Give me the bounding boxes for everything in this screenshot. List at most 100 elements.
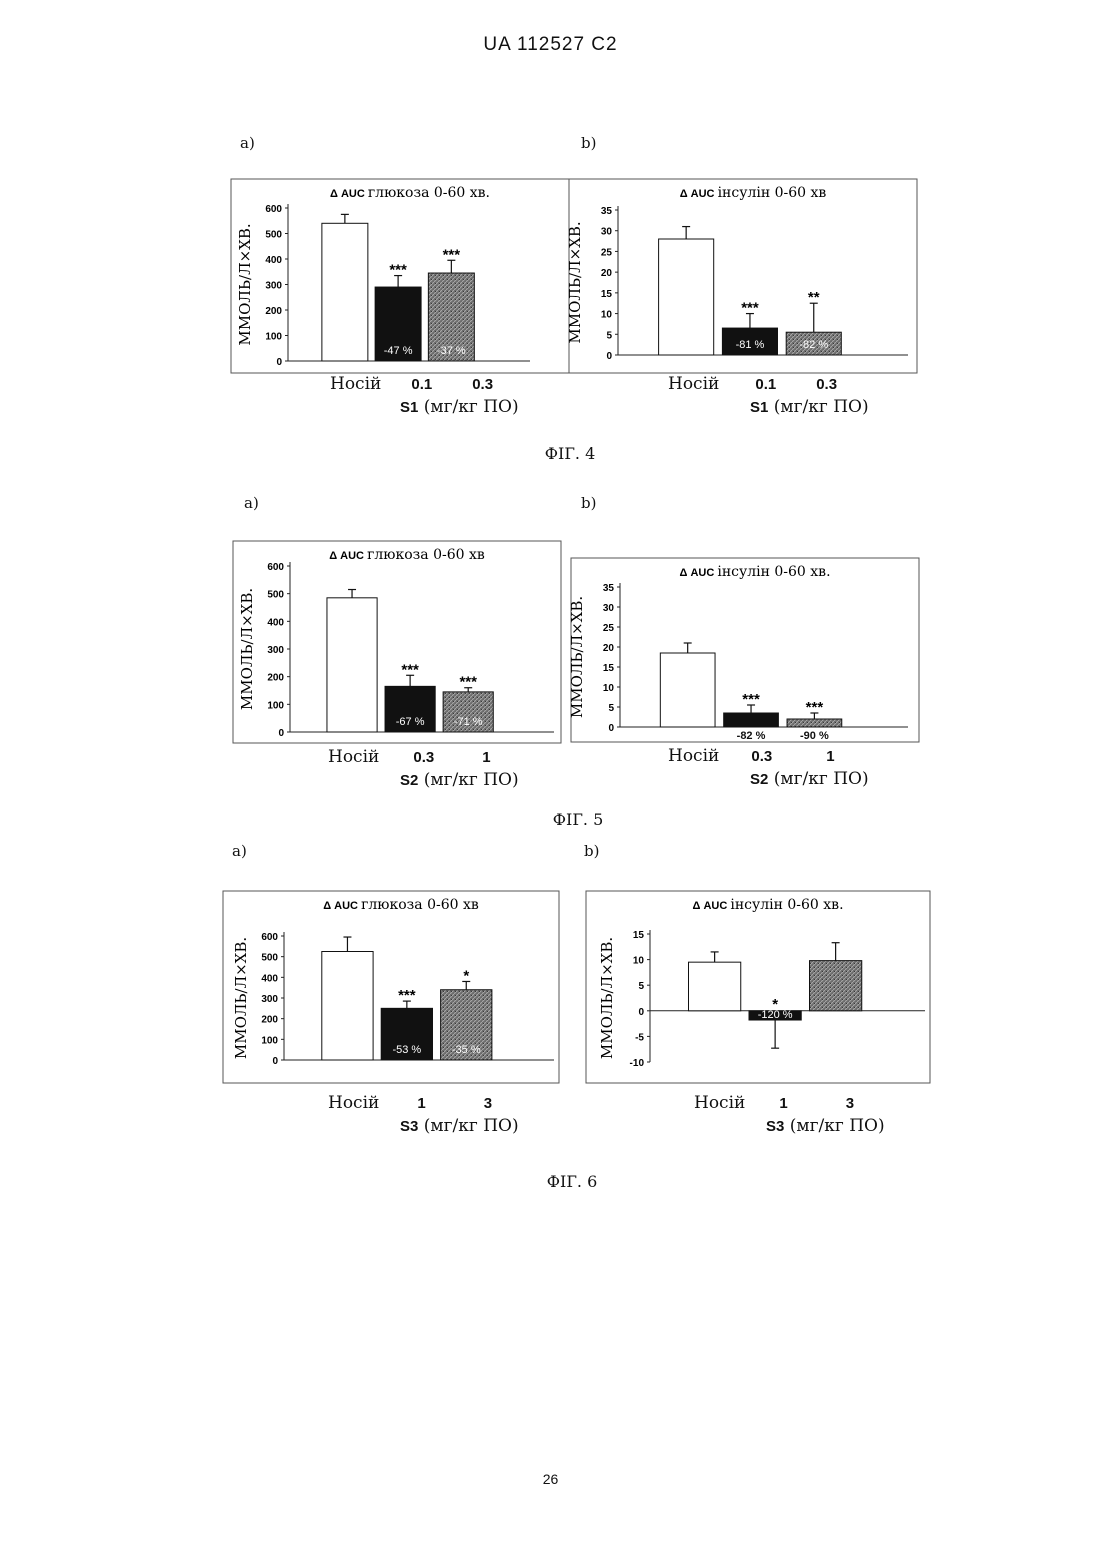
x-tick-label: 1: [482, 749, 490, 766]
y-tick-label: 200: [265, 306, 282, 317]
bar: [810, 961, 862, 1011]
y-tick-label: 15: [633, 930, 645, 941]
bar-chart-fig4b: Δ AUC інсулін 0-60 хв ММОЛЬ/Л×ХВ. 0 5 10 15 20…: [568, 178, 918, 374]
x-tick-label: 1: [417, 1095, 425, 1112]
y-axis-label: ММОЛЬ/Л×ХВ.: [566, 221, 584, 343]
chart-title: Δ AUC інсулін 0-60 хв.: [679, 564, 830, 580]
y-tick-label: 100: [265, 332, 282, 343]
bar-label: -47 %: [384, 345, 413, 357]
bar: [724, 713, 779, 727]
y-tick-label: 10: [633, 956, 645, 967]
chart-title: Δ AUC інсулін 0-60 хв.: [692, 897, 843, 913]
panel-letter: a): [232, 842, 247, 860]
panel-letter: a): [240, 134, 255, 152]
y-tick-label: 35: [601, 206, 613, 217]
y-tick-label: 5: [638, 981, 644, 992]
x-axis-label: S3 (мг/кг ПО): [400, 1116, 519, 1136]
compound-name: S3: [400, 1118, 418, 1135]
significance-marker: ***: [398, 987, 416, 1004]
x-tick-label: 0.3: [751, 748, 772, 765]
x-tick-label: Носій: [328, 1093, 379, 1113]
y-tick-label: 400: [267, 617, 284, 628]
y-tick-label: -10: [630, 1058, 645, 1069]
x-tick-label: Носій: [668, 746, 719, 766]
y-axis-label: ММОЛЬ/Л×ХВ.: [236, 223, 254, 345]
y-tick-label: 100: [261, 1035, 278, 1046]
figure-caption: ФІГ. 6: [472, 1172, 672, 1191]
figure-caption: ФІГ. 5: [478, 810, 678, 829]
y-tick-label: 0: [272, 1056, 278, 1067]
y-tick-label: 500: [265, 230, 282, 241]
x-tick-labels: Носій 0.3 1: [328, 747, 491, 767]
x-axis-label: S1 (мг/кг ПО): [750, 397, 869, 417]
compound-name: S3: [766, 1118, 784, 1135]
significance-marker: ***: [741, 300, 759, 317]
compound-name: S1: [750, 399, 768, 416]
compound-name: S2: [750, 771, 768, 788]
y-tick-label: 600: [267, 562, 284, 573]
y-tick-label: 20: [603, 643, 615, 654]
y-tick-label: 25: [601, 247, 613, 258]
x-tick-label: 1: [826, 748, 834, 765]
significance-marker: ***: [401, 661, 419, 678]
significance-marker: ***: [459, 674, 477, 691]
significance-marker: **: [808, 289, 820, 306]
y-tick-label: 0: [276, 357, 282, 368]
y-tick-label: 15: [603, 663, 615, 674]
bar-label: -90 %: [800, 730, 829, 742]
panel-letter: b): [581, 494, 596, 512]
y-tick-label: 10: [601, 310, 613, 321]
panel-letter: b): [581, 134, 596, 152]
bar: [660, 653, 715, 727]
bar-chart-fig4a: Δ AUC глюкоза 0-60 хв. ММОЛЬ/Л×ХВ. 0 100 200…: [230, 178, 570, 374]
bar: [322, 952, 373, 1061]
x-axis-label: S2 (мг/кг ПО): [750, 769, 869, 789]
y-tick-label: 0: [278, 728, 284, 739]
x-tick-label: 0.3: [413, 749, 434, 766]
y-tick-label: 600: [261, 932, 278, 943]
y-axis-label: ММОЛЬ/Л×ХВ.: [238, 588, 256, 710]
bar: [322, 223, 368, 361]
y-tick-label: 20: [601, 268, 613, 279]
bar-label: -82 %: [799, 339, 828, 351]
bar-label: -81 %: [736, 339, 765, 351]
compound-name: S1: [400, 399, 418, 416]
chart-title: Δ AUC інсулін 0-60 хв: [680, 185, 827, 201]
x-tick-label: 3: [484, 1095, 492, 1112]
x-tick-label: 1: [779, 1095, 787, 1112]
y-tick-label: 30: [601, 227, 613, 238]
x-tick-label: Носій: [330, 374, 381, 394]
chart-title: Δ AUC глюкоза 0-60 хв: [329, 547, 485, 563]
y-tick-label: 200: [267, 673, 284, 684]
page-number: 26: [0, 1471, 1101, 1487]
significance-marker: ***: [806, 699, 824, 716]
bar: [327, 598, 377, 732]
significance-marker: *: [463, 967, 469, 984]
chart-title: Δ AUC глюкоза 0-60 хв.: [330, 185, 490, 201]
x-tick-label: 3: [846, 1095, 854, 1112]
bar-label: -35 %: [452, 1044, 481, 1056]
y-tick-label: 0: [606, 351, 612, 362]
x-axis-label: S1 (мг/кг ПО): [400, 397, 519, 417]
y-tick-label: 25: [603, 623, 615, 634]
x-tick-label: Носій: [668, 374, 719, 394]
significance-marker: ***: [389, 262, 407, 279]
bar-chart-fig5b: Δ AUC інсулін 0-60 хв.ММОЛЬ/Л×ХВ.0510152…: [570, 557, 920, 743]
y-tick-label: 300: [265, 281, 282, 292]
bar-label: -67 %: [396, 716, 425, 728]
y-tick-label: 5: [608, 703, 614, 714]
y-tick-label: 100: [267, 700, 284, 711]
y-tick-label: 600: [265, 204, 282, 215]
significance-marker: ***: [742, 691, 760, 708]
x-tick-label: 0.3: [472, 376, 493, 393]
x-tick-labels: Носій0.10.3: [668, 374, 837, 394]
x-tick-label: Носій: [328, 747, 379, 767]
compound-name: S2: [400, 772, 418, 789]
y-tick-label: 0: [608, 723, 614, 734]
y-tick-label: 15: [601, 289, 613, 300]
x-axis-label: S3 (мг/кг ПО): [766, 1116, 885, 1136]
bar-label: -120 %: [758, 1009, 793, 1021]
y-tick-label: 5: [606, 330, 612, 341]
y-tick-label: 10: [603, 683, 615, 694]
y-axis-label: ММОЛЬ/Л×ХВ.: [232, 937, 250, 1059]
